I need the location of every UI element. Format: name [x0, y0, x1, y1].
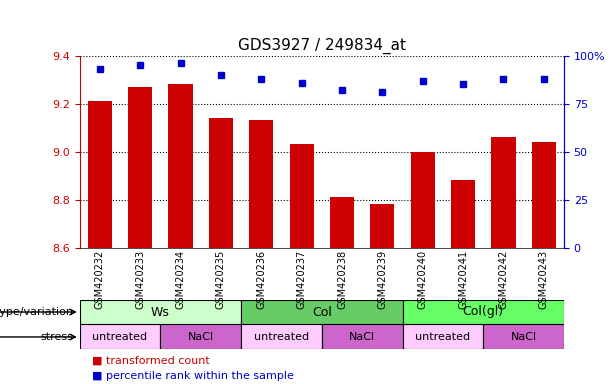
Bar: [249, 121, 273, 248]
FancyBboxPatch shape: [161, 324, 241, 349]
FancyBboxPatch shape: [483, 324, 564, 349]
Text: GSM420236: GSM420236: [256, 250, 266, 309]
Text: GSM420235: GSM420235: [216, 250, 226, 310]
Text: stress: stress: [40, 332, 74, 342]
Bar: [492, 137, 516, 248]
Text: GSM420232: GSM420232: [95, 250, 105, 310]
Bar: [451, 180, 475, 248]
Bar: [209, 118, 233, 248]
Text: Ws: Ws: [151, 306, 170, 318]
Text: untreated: untreated: [93, 332, 148, 342]
Text: GSM420240: GSM420240: [417, 250, 428, 309]
Text: NaCl: NaCl: [349, 332, 375, 342]
Bar: [289, 144, 314, 248]
FancyBboxPatch shape: [322, 324, 403, 349]
Text: untreated: untreated: [416, 332, 470, 342]
Text: GSM420241: GSM420241: [458, 250, 468, 309]
Text: NaCl: NaCl: [511, 332, 536, 342]
Text: genotype/variation: genotype/variation: [0, 307, 74, 317]
Bar: [370, 205, 395, 248]
Text: GSM420233: GSM420233: [135, 250, 145, 309]
FancyBboxPatch shape: [80, 324, 161, 349]
Bar: [169, 84, 192, 248]
Text: ■ percentile rank within the sample: ■ percentile rank within the sample: [92, 371, 294, 381]
FancyBboxPatch shape: [403, 324, 483, 349]
FancyBboxPatch shape: [403, 300, 564, 324]
Bar: [88, 101, 112, 248]
Text: NaCl: NaCl: [188, 332, 214, 342]
Bar: [531, 142, 556, 248]
FancyBboxPatch shape: [241, 324, 322, 349]
Text: GSM420234: GSM420234: [175, 250, 186, 309]
Text: untreated: untreated: [254, 332, 309, 342]
Title: GDS3927 / 249834_at: GDS3927 / 249834_at: [238, 38, 406, 54]
Text: ■ transformed count: ■ transformed count: [92, 356, 210, 366]
Text: Col: Col: [312, 306, 332, 318]
Text: Col(gl): Col(gl): [463, 306, 504, 318]
Text: GSM420238: GSM420238: [337, 250, 347, 309]
Bar: [128, 87, 153, 248]
Text: GSM420243: GSM420243: [539, 250, 549, 309]
Text: GSM420237: GSM420237: [297, 250, 306, 310]
Bar: [411, 152, 435, 248]
FancyBboxPatch shape: [241, 300, 403, 324]
Bar: [330, 197, 354, 248]
Text: GSM420239: GSM420239: [378, 250, 387, 309]
FancyBboxPatch shape: [80, 300, 241, 324]
Text: GSM420242: GSM420242: [498, 250, 508, 310]
